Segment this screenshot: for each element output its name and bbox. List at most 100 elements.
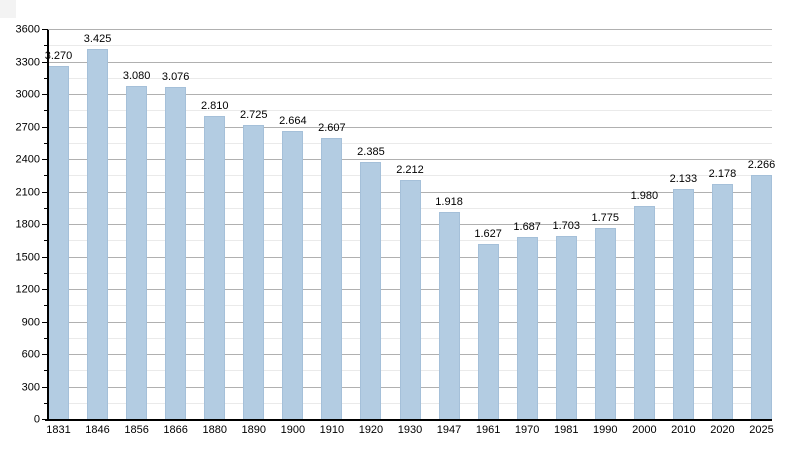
major-gridline xyxy=(48,61,772,63)
y-tick-major xyxy=(42,289,48,290)
y-axis: 0 300 600 900 1200 1500 1800 2100 2400 2700 3000 33… xyxy=(0,24,48,425)
bar-value-label: 2.725 xyxy=(240,108,268,121)
y-tick-label: 3000 xyxy=(15,88,40,101)
y-tick-label: 3600 xyxy=(15,23,40,36)
major-gridline xyxy=(48,159,772,160)
bar-1831 xyxy=(48,65,69,420)
bar-2000 xyxy=(633,205,655,420)
bar-value-label: 1.687 xyxy=(513,221,541,234)
x-tick-label: 2010 xyxy=(671,424,696,436)
bar-1900 xyxy=(282,131,304,420)
bar-value-label: 2.266 xyxy=(747,158,776,171)
x-tick-label: 1866 xyxy=(163,424,188,436)
y-tick-minor xyxy=(44,272,48,274)
bar-value-label: 2.133 xyxy=(669,172,698,185)
bar-2025 xyxy=(751,174,772,420)
bar-1910 xyxy=(321,137,343,420)
bar-1947 xyxy=(438,212,460,420)
y-tick-major xyxy=(42,354,48,355)
bar-value-label: 3.270 xyxy=(44,49,73,62)
y-tick-major xyxy=(42,386,48,388)
y-tick-label: 1500 xyxy=(15,251,40,263)
y-tick-major xyxy=(42,159,48,160)
bar-1856 xyxy=(126,86,148,420)
y-tick-label: 3300 xyxy=(15,56,40,68)
y-tick-major xyxy=(42,224,48,225)
bar-value-label: 2.385 xyxy=(357,145,385,158)
x-tick-label: 1947 xyxy=(436,424,462,436)
bar-1981 xyxy=(555,235,577,420)
y-tick-minor xyxy=(44,142,48,144)
bar-1970 xyxy=(516,237,538,420)
y-tick-major xyxy=(42,61,48,63)
x-tick-label: 1880 xyxy=(202,424,227,436)
y-tick-minor xyxy=(44,370,48,372)
corner-artifact xyxy=(0,0,16,18)
minor-gridline xyxy=(48,110,772,112)
minor-gridline xyxy=(48,175,772,177)
x-tick-label: 1981 xyxy=(553,424,579,436)
major-gridline xyxy=(48,29,772,30)
y-tick-minor xyxy=(44,77,48,79)
y-tick-label: 1200 xyxy=(15,283,40,296)
x-tick-label: 1831 xyxy=(46,424,71,436)
x-tick-label: 1920 xyxy=(358,424,384,436)
major-gridline xyxy=(48,94,772,95)
bar-value-label: 2.664 xyxy=(279,115,307,128)
minor-gridline xyxy=(48,142,772,144)
bar-value-label: 1.775 xyxy=(591,211,620,224)
y-tick-major xyxy=(42,126,48,128)
x-tick-label: 1910 xyxy=(319,424,345,436)
bar-value-label: 1.918 xyxy=(435,196,463,209)
bar-value-label: 3.076 xyxy=(161,70,190,83)
x-tick-label: 1961 xyxy=(475,424,501,436)
x-axis-line xyxy=(45,419,772,421)
bar-1890 xyxy=(243,124,265,420)
x-tick-label: 2000 xyxy=(632,424,657,436)
bar-1920 xyxy=(360,161,382,420)
x-tick-label: 1846 xyxy=(85,424,110,436)
bar-value-label: 2.810 xyxy=(200,99,229,112)
y-tick-label: 2700 xyxy=(15,121,40,133)
x-tick-label: 1930 xyxy=(397,424,423,436)
y-tick-minor xyxy=(44,402,48,404)
x-tick-label: 1970 xyxy=(514,424,540,436)
bar-value-label: 1.627 xyxy=(474,227,502,240)
y-tick-label: 2100 xyxy=(15,186,40,198)
y-tick-minor xyxy=(44,207,48,209)
x-tick-label: 1990 xyxy=(593,424,618,436)
y-tick-label: 0 xyxy=(33,413,40,426)
y-tick-major xyxy=(42,321,48,323)
y-tick-minor xyxy=(44,240,48,242)
bar-1990 xyxy=(594,227,616,420)
y-tick-label: 600 xyxy=(21,348,40,361)
y-tick-label: 900 xyxy=(21,316,40,328)
y-tick-label: 2400 xyxy=(15,153,40,166)
bar-value-label: 3.425 xyxy=(83,32,112,45)
y-tick-minor xyxy=(44,45,48,47)
plot-area: 3.270 3.425 3.080 3.076 2.810 2.725 2.664 2.607… xyxy=(44,29,775,421)
bar-value-label: 2.178 xyxy=(708,168,737,181)
bar-value-label: 3.080 xyxy=(122,70,151,83)
bar-1880 xyxy=(204,115,226,420)
bar-value-label: 2.607 xyxy=(318,121,346,134)
y-tick-major xyxy=(42,191,48,193)
y-tick-minor xyxy=(44,305,48,307)
y-tick-label: 300 xyxy=(21,381,40,393)
minor-gridline xyxy=(48,77,772,79)
bar-1846 xyxy=(87,48,109,420)
y-tick-major xyxy=(42,256,48,258)
y-tick-minor xyxy=(44,175,48,177)
bar-value-label: 2.212 xyxy=(396,164,424,177)
bar-1961 xyxy=(477,243,499,420)
y-tick-minor xyxy=(44,337,48,339)
bar-value-label: 1.703 xyxy=(552,219,580,232)
bar-2020 xyxy=(711,184,733,420)
x-tick-label: 2025 xyxy=(749,424,774,436)
x-tick-label: 2020 xyxy=(710,424,735,436)
bar-1866 xyxy=(165,86,187,420)
major-gridline xyxy=(48,126,772,128)
y-axis-line xyxy=(47,30,49,420)
y-tick-label: 1800 xyxy=(15,218,40,231)
